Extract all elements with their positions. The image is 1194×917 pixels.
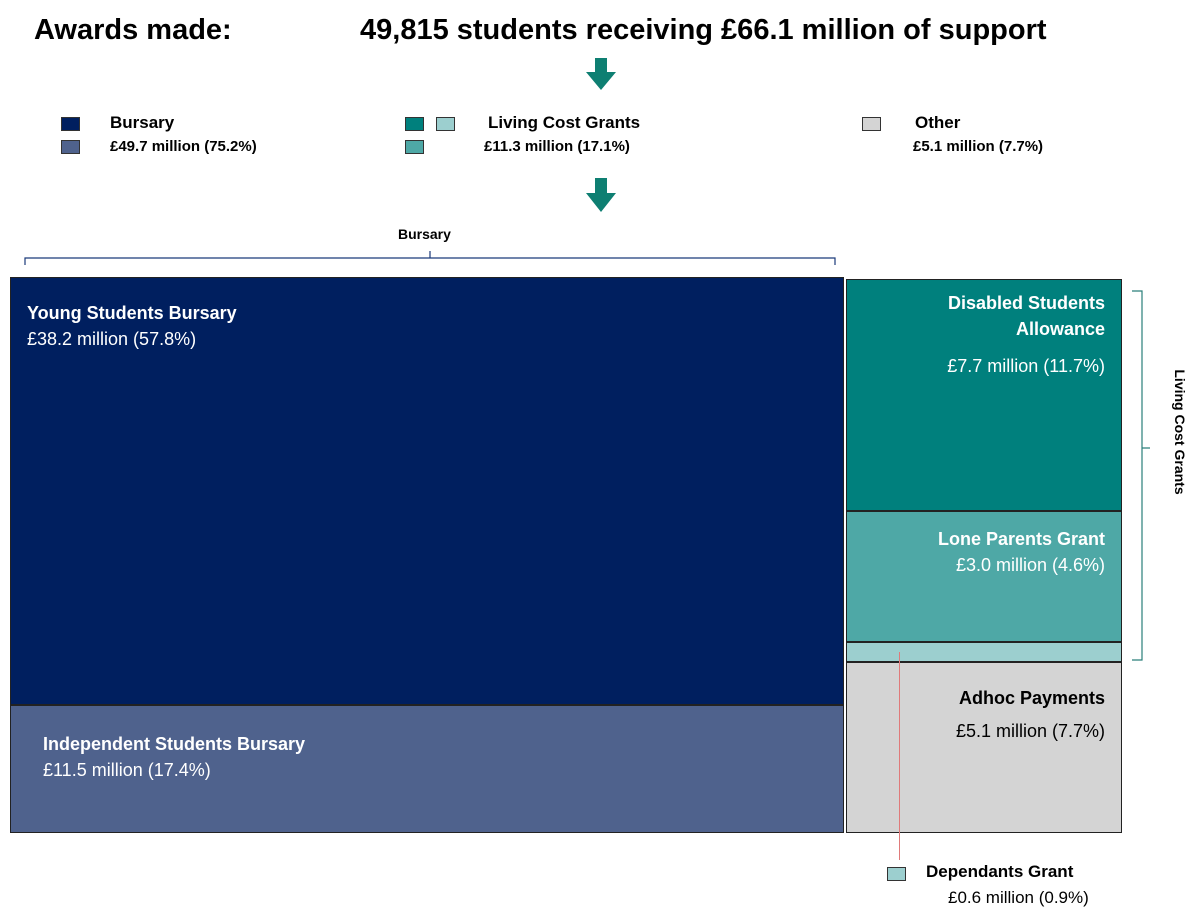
bursary-brace-label: Bursary — [398, 226, 451, 242]
legend-living-value: £11.3 million (17.1%) — [484, 138, 630, 155]
dependants-grant-tile — [846, 642, 1122, 662]
young-students-bursary-value: £38.2 million (57.8%) — [27, 329, 197, 349]
bursary-swatch-icon — [61, 140, 80, 154]
bursary-brace — [24, 251, 836, 265]
dependants-leader-line — [899, 652, 900, 860]
independent-students-bursary-value: £11.5 million (17.4%) — [43, 760, 211, 780]
bursary-swatch-icon — [61, 117, 80, 131]
disabled-students-allowance-tile: Disabled Students Allowance £7.7 million… — [846, 279, 1122, 511]
living-swatch-icon — [405, 117, 424, 131]
dependants-swatch-icon — [887, 867, 906, 881]
legend-other-value: £5.1 million (7.7%) — [913, 138, 1044, 155]
legend-living-label: Living Cost Grants — [488, 113, 641, 132]
awards-made-heading: Awards made: — [34, 14, 232, 46]
down-arrow-icon — [586, 178, 616, 212]
down-arrow-icon — [586, 58, 616, 90]
young-students-bursary-tile: Young Students Bursary £38.2 million (57… — [10, 277, 844, 705]
adhoc-payments-tile: Adhoc Payments £5.1 million (7.7%) — [846, 662, 1122, 833]
disabled-students-allowance-value: £7.7 million (11.7%) — [947, 356, 1105, 376]
living-swatch-icon — [436, 117, 455, 131]
adhoc-payments-value: £5.1 million (7.7%) — [955, 721, 1105, 741]
lone-parents-grant-label: Lone Parents Grant — [937, 529, 1105, 549]
independent-students-bursary-label: Independent Students Bursary — [43, 734, 306, 754]
living-brace — [1132, 290, 1150, 661]
lone-parents-grant-tile: Lone Parents Grant £3.0 million (4.6%) — [846, 511, 1122, 642]
dependants-grant-label: Dependants Grant — [926, 862, 1074, 881]
young-students-bursary-label: Young Students Bursary — [27, 303, 237, 323]
dependants-grant-value: £0.6 million (0.9%) — [948, 888, 1089, 907]
disabled-students-allowance-label: Disabled Students Allowance — [947, 293, 1105, 339]
adhoc-payments-label: Adhoc Payments — [958, 688, 1105, 708]
legend-bursary-label: Bursary — [110, 113, 175, 132]
other-swatch-icon — [862, 117, 881, 131]
lone-parents-grant-value: £3.0 million (4.6%) — [955, 555, 1105, 575]
legend-other-label: Other — [915, 113, 961, 132]
living-swatch-icon — [405, 140, 424, 154]
living-brace-label: Living Cost Grants — [1172, 369, 1188, 495]
independent-students-bursary-tile: Independent Students Bursary £11.5 milli… — [10, 705, 844, 833]
summary-heading: 49,815 students receiving £66.1 million … — [360, 14, 1047, 46]
legend-bursary-value: £49.7 million (75.2%) — [110, 138, 257, 155]
